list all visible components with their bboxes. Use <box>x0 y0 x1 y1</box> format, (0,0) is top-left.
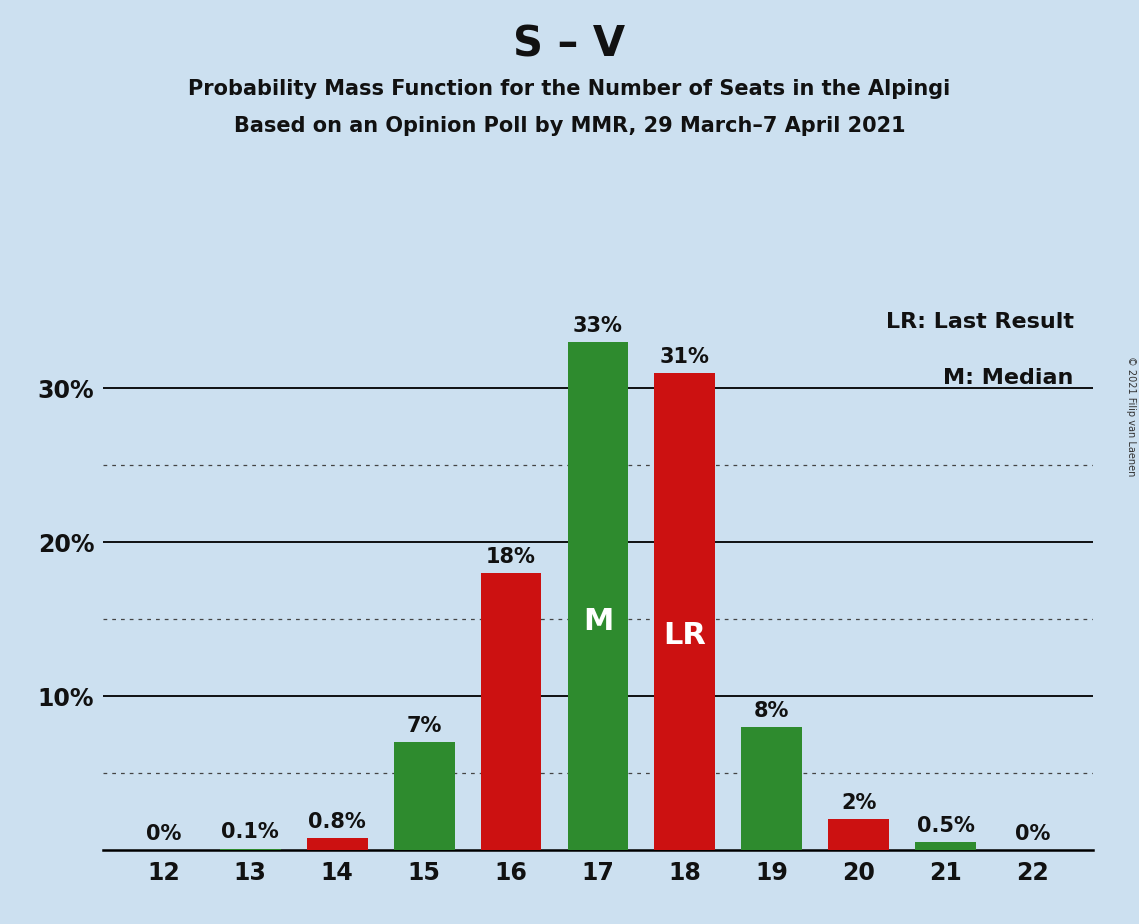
Bar <box>741 727 802 850</box>
Text: 0.8%: 0.8% <box>309 811 366 832</box>
Text: Probability Mass Function for the Number of Seats in the Alpingi: Probability Mass Function for the Number… <box>188 79 951 99</box>
Text: 2%: 2% <box>841 793 876 813</box>
Bar <box>220 848 280 850</box>
Text: M: M <box>583 607 613 636</box>
Text: 0%: 0% <box>146 824 181 844</box>
Bar <box>567 342 629 850</box>
Bar <box>916 843 976 850</box>
Text: LR: Last Result: LR: Last Result <box>886 312 1074 333</box>
Text: 0.1%: 0.1% <box>221 822 279 843</box>
Text: 33%: 33% <box>573 316 623 335</box>
Text: 31%: 31% <box>659 346 710 367</box>
Bar <box>306 838 368 850</box>
Text: 18%: 18% <box>486 547 536 566</box>
Text: 8%: 8% <box>754 700 789 721</box>
Text: © 2021 Filip van Laenen: © 2021 Filip van Laenen <box>1126 356 1136 476</box>
Bar <box>828 820 890 850</box>
Text: 0%: 0% <box>1015 824 1050 844</box>
Bar <box>481 573 541 850</box>
Bar <box>394 742 454 850</box>
Text: LR: LR <box>663 621 706 650</box>
Bar <box>655 372 715 850</box>
Text: Based on an Opinion Poll by MMR, 29 March–7 April 2021: Based on an Opinion Poll by MMR, 29 Marc… <box>233 116 906 136</box>
Text: S – V: S – V <box>514 23 625 65</box>
Text: M: Median: M: Median <box>943 368 1074 388</box>
Text: 0.5%: 0.5% <box>917 816 975 836</box>
Text: 7%: 7% <box>407 716 442 736</box>
